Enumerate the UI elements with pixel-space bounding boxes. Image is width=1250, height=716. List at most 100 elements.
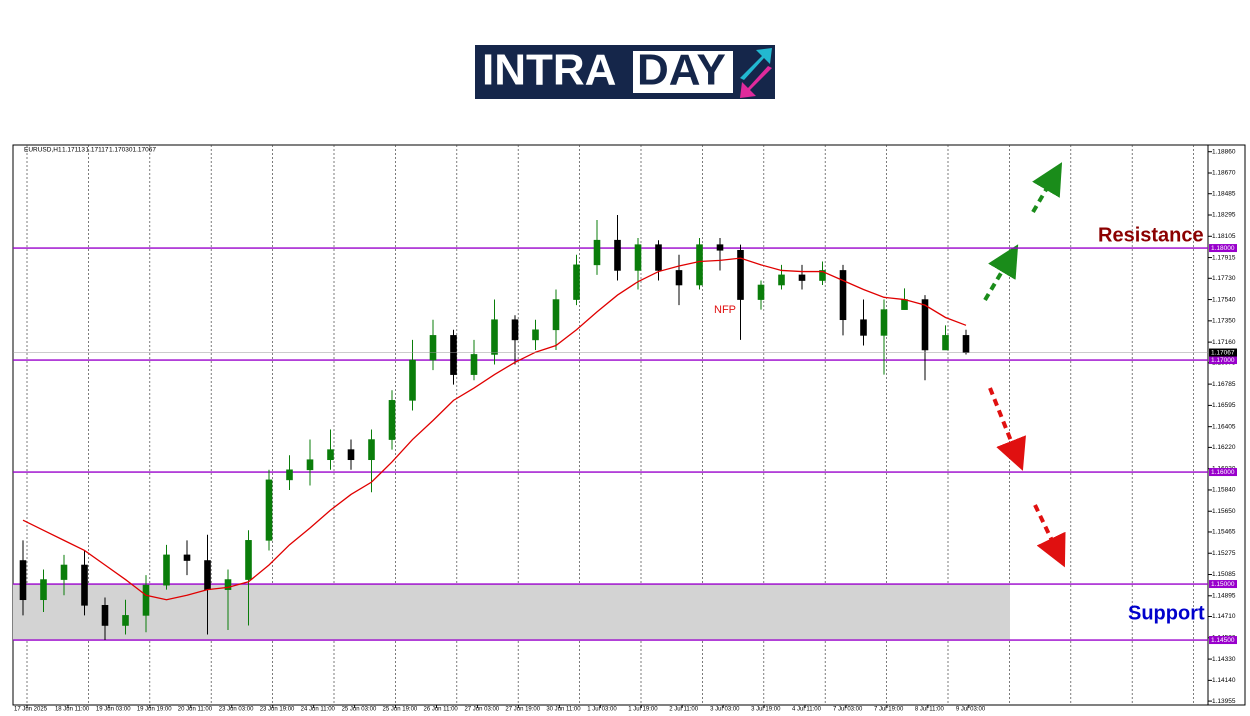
x-tick-label: 1 Jul 03:00	[587, 707, 617, 713]
candle-body	[265, 479, 273, 541]
candle-body	[798, 274, 806, 281]
level-label: 1.17000	[1211, 357, 1235, 364]
candle-body	[347, 449, 355, 461]
x-tick-label: 20 Jun 11:00	[178, 707, 213, 713]
candle-body	[409, 359, 416, 401]
candle-body	[737, 249, 744, 300]
y-tick-label: 1.15650	[1212, 508, 1236, 515]
candle-body	[491, 319, 498, 355]
logo-text: INTRA	[482, 46, 616, 95]
y-tick-label: 1.15840	[1212, 487, 1236, 494]
candle-body	[388, 400, 396, 440]
y-tick-label: 1.18485	[1212, 190, 1236, 197]
x-tick-label: 18 Jun 11:00	[55, 707, 90, 713]
x-tick-label: 25 Jun 03:00	[342, 707, 377, 713]
candle-body	[122, 615, 129, 626]
annotation: NFP	[714, 304, 736, 316]
x-tick-label: 3 Jul 03:00	[710, 707, 740, 713]
x-tick-label: 19 Jun 19:00	[137, 707, 172, 713]
y-tick-label: 1.14330	[1212, 656, 1236, 663]
y-tick-label: 1.18860	[1212, 148, 1236, 155]
candle-body	[696, 244, 703, 286]
y-tick-label: 1.17540	[1212, 296, 1236, 303]
level-label: 1.18000	[1211, 245, 1235, 252]
x-tick-label: 30 Jun 11:00	[546, 707, 581, 713]
y-tick-label: 1.17730	[1212, 275, 1236, 282]
ohlc-label: 1.17113	[62, 147, 85, 154]
y-tick-label: 1.15275	[1212, 550, 1236, 557]
candle-body	[675, 270, 683, 286]
ohlc-label: 1.17117	[86, 147, 109, 154]
level-label-box	[1209, 468, 1237, 477]
arrow	[988, 387, 1026, 471]
x-tick-label: 23 Jun 03:00	[219, 707, 254, 713]
candle-body	[921, 299, 929, 351]
candle-body	[860, 319, 867, 336]
candle-body	[429, 335, 437, 361]
x-tick-label: 7 Jul 03:00	[833, 707, 863, 713]
level-label-box	[1209, 356, 1237, 365]
y-tick-label: 1.18105	[1212, 233, 1236, 240]
last-price-label: 1.17067	[1211, 349, 1235, 356]
candle-body	[142, 584, 150, 616]
candle-body	[40, 579, 47, 601]
candle-body	[286, 469, 293, 481]
logo-box-inner	[633, 51, 733, 93]
candle-body	[552, 299, 560, 331]
level-label: 1.14500	[1211, 637, 1235, 644]
x-tick-label: 25 Jun 19:00	[383, 707, 418, 713]
y-tick-label: 1.14710	[1212, 613, 1236, 620]
candle-body	[839, 270, 847, 321]
arrow	[983, 244, 1019, 302]
arrow	[1033, 504, 1066, 568]
chart-frame	[12, 144, 1246, 706]
candle-body	[573, 264, 580, 300]
y-tick-label: 1.15085	[1212, 571, 1236, 578]
candle-body	[245, 540, 252, 580]
x-tick-label: 7 Jul 19:00	[874, 707, 904, 713]
y-tick-label: 1.15465	[1212, 529, 1236, 536]
candle-body	[60, 564, 68, 580]
ohlc-label: 1.17030	[109, 147, 133, 154]
candle-body	[962, 335, 970, 353]
level-label-box	[1209, 580, 1237, 589]
candle-body	[634, 244, 642, 271]
candle-body	[470, 354, 478, 375]
candle-body	[757, 284, 765, 300]
y-tick-label: 1.18295	[1212, 212, 1236, 219]
y-tick-label: 1.14895	[1212, 593, 1236, 600]
level-label-box	[1209, 244, 1237, 253]
x-tick-label: 26 Jun 11:00	[424, 707, 459, 713]
candle-body	[532, 329, 539, 341]
candle-body	[19, 560, 27, 601]
level-label-box	[1209, 636, 1237, 645]
logo-icon	[740, 48, 772, 80]
logo-text: DAY	[637, 46, 726, 95]
last-price-box	[1209, 348, 1237, 357]
candle-body	[778, 274, 785, 286]
x-tick-label: 24 Jun 11:00	[301, 707, 336, 713]
candle-body	[942, 335, 949, 351]
candle-body	[614, 239, 621, 271]
level-label: 1.15000	[1211, 581, 1235, 588]
x-tick-label: 27 Jun 03:00	[464, 707, 499, 713]
candle-body	[593, 239, 601, 266]
logo-icon	[740, 66, 772, 98]
candle-body	[327, 449, 334, 461]
x-tick-label: 3 Jul 19:00	[751, 707, 781, 713]
y-tick-label: 1.16785	[1212, 381, 1236, 388]
y-tick-label: 1.16595	[1212, 402, 1236, 409]
candle-body	[306, 459, 314, 471]
candle-body	[183, 554, 191, 561]
support-zone	[13, 584, 1010, 641]
annotation: Resistance	[1098, 224, 1204, 246]
y-tick-label: 1.17350	[1212, 318, 1236, 325]
ohlc-label: 1.17067	[133, 147, 157, 154]
y-tick-label: 1.14140	[1212, 677, 1236, 684]
x-tick-label: 23 Jun 19:00	[260, 707, 295, 713]
symbol-label: EURUSD,H1	[24, 147, 62, 154]
candle-body	[81, 564, 88, 606]
moving-average	[22, 257, 967, 601]
y-tick-label: 1.16405	[1212, 423, 1236, 430]
